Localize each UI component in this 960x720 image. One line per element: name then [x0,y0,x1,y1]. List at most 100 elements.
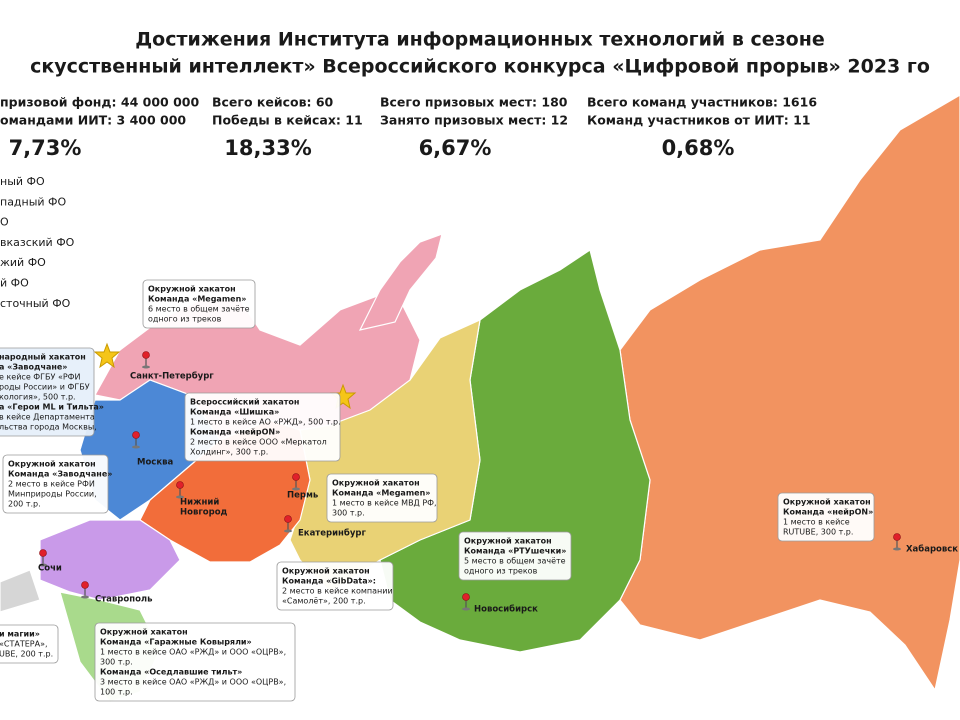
callout-text: 2 место в кейсе РФИ [8,480,95,489]
pin [284,515,292,523]
stat-line: Всего призовых мест: 180 [380,95,568,110]
callout-text: е кейсе ФГБУ «РФИ [0,373,81,382]
stat-line: омандами ИИТ: 3 400 000 [0,113,186,128]
callout-heading: Окружной хакатон [332,479,420,488]
callout: и магии»«СТАТЕРА»,UBE, 200 т.р. [0,624,59,664]
callout-box [0,347,95,437]
stat-line: Команд участников от ИИТ: 11 [587,113,810,128]
callout-heading: Команда «нейрON» [190,428,280,437]
stat-percent: 7,73% [9,136,82,160]
legend-item: сточный ФО [0,297,71,310]
callout-text: 1 место в кейсе АО «РЖД», 500 т.р. [190,418,341,427]
callout-heading: Окружной хакатон [8,460,96,469]
callout-heading: Окружной хакатон [148,285,236,294]
callout-heading: Окружной хакатон [100,628,188,637]
city-label: Ставрополь [95,595,153,605]
callout-text: 2 место в кейсе ООО «Меркатол [190,438,327,447]
pin-base [292,487,300,491]
city-label: Новгород [180,508,228,518]
callout-text: 3 место в кейсе ОАО «РЖД» и ООО «ОЦРВ», [100,678,286,687]
stat-line: Всего команд участников: 1616 [587,95,817,110]
legend-item: жий ФО [0,256,46,269]
callout-heading: Команда «Оседлавшие тильт» [100,668,242,677]
city-label: Екатеринбург [298,528,366,539]
pin-base [176,495,184,499]
callout-box [142,279,256,329]
callout-text: льства города Москвы, [0,423,97,432]
stat-line: Занято призовых мест: 12 [380,113,568,128]
city-label: Нижний [180,498,219,508]
pin-base [81,595,89,599]
pin-base [893,547,901,551]
callout-heading: Всероссийский хакатон [190,398,299,407]
callout-heading: Команда «Megamen» [332,489,430,498]
callout-heading: Команда «Заводчане» [8,470,112,479]
callout-heading: а «Герои ML и Тильта» [0,403,104,412]
legend-item: вказский ФО [0,236,75,249]
legend-item: падный ФО [0,195,67,208]
callout-text: 100 т.р. [100,688,133,697]
title: Достижения Института информационных техн… [135,29,825,51]
city-label: Сочи [38,564,62,574]
pin [893,533,901,541]
region-ural [289,318,481,593]
region-south [39,519,181,601]
callout-text: кология», 500 т.р. [0,393,76,402]
pin [292,473,300,481]
callout-text: «СТАТЕРА», [0,640,48,649]
city-label: Новосибирск [474,604,538,615]
callout-heading: и магии» [0,630,40,639]
callout-text: 300 т.р. [332,509,365,518]
callout-box [94,622,296,702]
callout-text: 6 место в общем зачёте [148,305,250,314]
callout-heading: Команда «Шишка» [190,408,279,417]
callout-box [0,624,59,664]
map [0,94,960,703]
legend-item: ный ФО [0,175,45,188]
callout-heading: Команда «GibData»: [282,577,376,586]
callout-heading: Окружной хакатон [783,498,871,507]
title: скусственный интеллект» Всероссийского к… [30,56,930,78]
pin [462,593,470,601]
callout-text: RUTUBE, 300 т.р. [783,528,853,537]
callout-heading: народный хакатон [0,353,86,362]
city-label: Москва [137,458,173,468]
callout-text: одного из треков [464,567,538,576]
callout-heading: Команда «РТУшечки» [464,547,566,556]
pin-base [39,563,47,567]
region-novaya-zemlya [358,233,443,331]
pin [142,351,150,359]
legend-item: й ФО [0,277,29,290]
region-crimea [0,569,41,613]
pin [39,549,47,557]
callout-heading: а «Заводчане» [0,363,67,372]
callout-text: 2 место в кейсе компании [282,587,393,596]
callout-heading: Команда «нейрON» [783,508,873,517]
callout-box [326,473,438,523]
city-label: Хабаровск [906,544,958,555]
callout-text: Минприроды России, [8,490,97,499]
stat-percent: 18,33% [224,136,311,160]
callout-text: Холдинг», 300 т.р. [190,448,268,457]
callout-box [184,392,341,462]
stat-percent: 6,67% [419,136,492,160]
star [93,342,121,369]
callout-text: одного из треков [148,315,222,324]
region-far-east [619,94,960,692]
pin [132,431,140,439]
pin-base [132,445,140,449]
pin [176,481,184,489]
callout-heading: Окружной хакатон [464,537,552,546]
city-label: Пермь [287,491,318,501]
callout-box [2,454,109,514]
pin-base [142,365,150,369]
